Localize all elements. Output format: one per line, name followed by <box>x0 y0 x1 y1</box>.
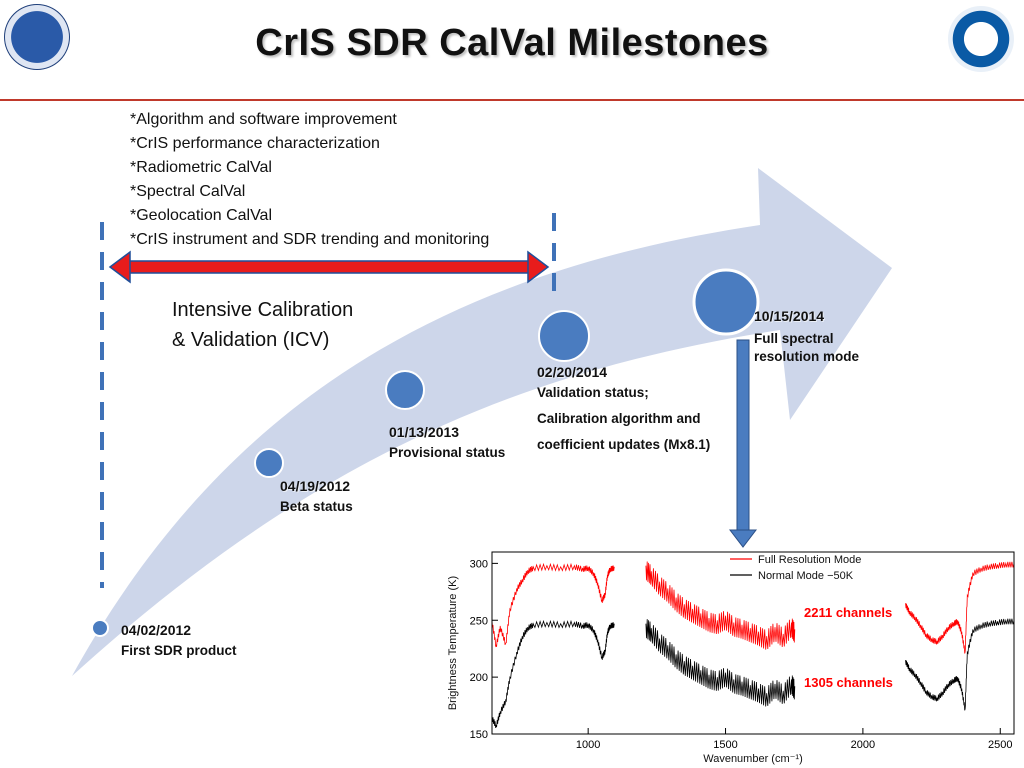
icv-double-arrow <box>108 250 550 284</box>
y-axis-label: Brightness Temperature (K) <box>447 576 459 710</box>
milestone-date: 04/02/2012 <box>121 622 192 638</box>
activity-item: *Algorithm and software improvement <box>130 111 397 128</box>
milestone-date: 10/15/2014 <box>754 308 825 324</box>
y-tick-label: 200 <box>470 672 488 684</box>
milestone-label-5: 10/15/2014 Full spectral resolution mode <box>754 308 859 366</box>
icv-label-line: & Validation (ICV) <box>172 329 330 351</box>
activities-list: *Algorithm and software improvement *CrI… <box>130 108 489 252</box>
plot-lines <box>491 561 1015 728</box>
axis-ticks: 1000 1500 2000 2500 150 200 250 300 <box>470 558 1013 751</box>
milestone-desc: resolution mode <box>754 349 860 364</box>
milestone-desc: First SDR product <box>121 643 237 658</box>
legend-label-full: Full Resolution Mode <box>758 554 861 566</box>
spectrum-chart: 1000 1500 2000 2500 150 200 250 300 Wavenumber … <box>440 548 1020 766</box>
x-tick-label: 2500 <box>988 739 1012 751</box>
milestone-circle-2 <box>254 448 284 478</box>
milestone-label-2: 04/19/2012 Beta status <box>280 478 353 520</box>
series-line-full-resolution <box>491 562 615 648</box>
x-axis-label: Wavenumber (cm⁻¹) <box>703 753 803 765</box>
milestone-circle-5 <box>692 268 760 336</box>
y-tick-label: 250 <box>470 615 488 627</box>
series-line-normal-mode <box>645 619 796 707</box>
page-title: CrIS SDR CalVal Milestones <box>255 22 769 64</box>
series-line-normal-mode <box>905 618 1015 711</box>
annotation-2211-channels: 2211 channels <box>804 605 892 620</box>
milestone-desc: Validation status; <box>537 385 649 400</box>
milestone-date: 04/19/2012 <box>280 478 351 494</box>
milestone-desc: coefficient updates (Mx8.1) <box>537 437 711 452</box>
y-tick-label: 300 <box>470 558 488 570</box>
series-line-full-resolution <box>645 561 796 650</box>
activity-item: *CrIS performance characterization <box>130 135 380 152</box>
milestone-label-1: 04/02/2012 First SDR product <box>121 622 237 664</box>
activity-item: *Geolocation CalVal <box>130 207 273 224</box>
legend: Full Resolution Mode Normal Mode −50K <box>730 554 861 582</box>
icv-label: Intensive Calibration & Validation (ICV) <box>172 295 353 355</box>
milestone-date: 01/13/2013 <box>389 424 460 440</box>
activity-item: *Spectral CalVal <box>130 183 246 200</box>
x-tick-label: 1500 <box>713 739 737 751</box>
chart-background <box>440 548 1020 766</box>
milestone-label-4: 02/20/2014 Validation status; Calibratio… <box>537 364 710 458</box>
title-divider <box>0 99 1024 101</box>
y-tick-label: 150 <box>470 729 488 741</box>
milestone-label-3: 01/13/2013 Provisional status <box>389 424 505 466</box>
milestone-circle-3 <box>385 370 425 410</box>
nesdis-star-seal-icon <box>4 4 70 70</box>
milestone-date: 02/20/2014 <box>537 364 608 380</box>
series-line-full-resolution <box>905 561 1015 654</box>
milestone-circle-1 <box>91 619 109 637</box>
milestone-desc: Beta status <box>280 499 353 514</box>
milestone-circle-4 <box>538 310 590 362</box>
activity-item: *CrIS instrument and SDR trending and mo… <box>130 231 490 248</box>
series-line-normal-mode <box>491 619 615 728</box>
x-tick-label: 2000 <box>851 739 875 751</box>
activity-item: *Radiometric CalVal <box>130 159 272 176</box>
noaa-seal-icon <box>948 6 1014 72</box>
milestone-desc: Calibration algorithm and <box>537 411 701 426</box>
milestone-desc: Full spectral <box>754 331 834 346</box>
x-tick-label: 1000 <box>576 739 600 751</box>
plot-frame <box>491 551 1015 735</box>
legend-label-normal: Normal Mode −50K <box>758 570 854 582</box>
annotation-1305-channels: 1305 channels <box>804 675 893 690</box>
icv-label-line: Intensive Calibration <box>172 299 354 321</box>
milestone-desc: Provisional status <box>389 445 506 460</box>
connector-down-arrow <box>728 339 758 548</box>
timeline-arrow <box>72 168 892 676</box>
